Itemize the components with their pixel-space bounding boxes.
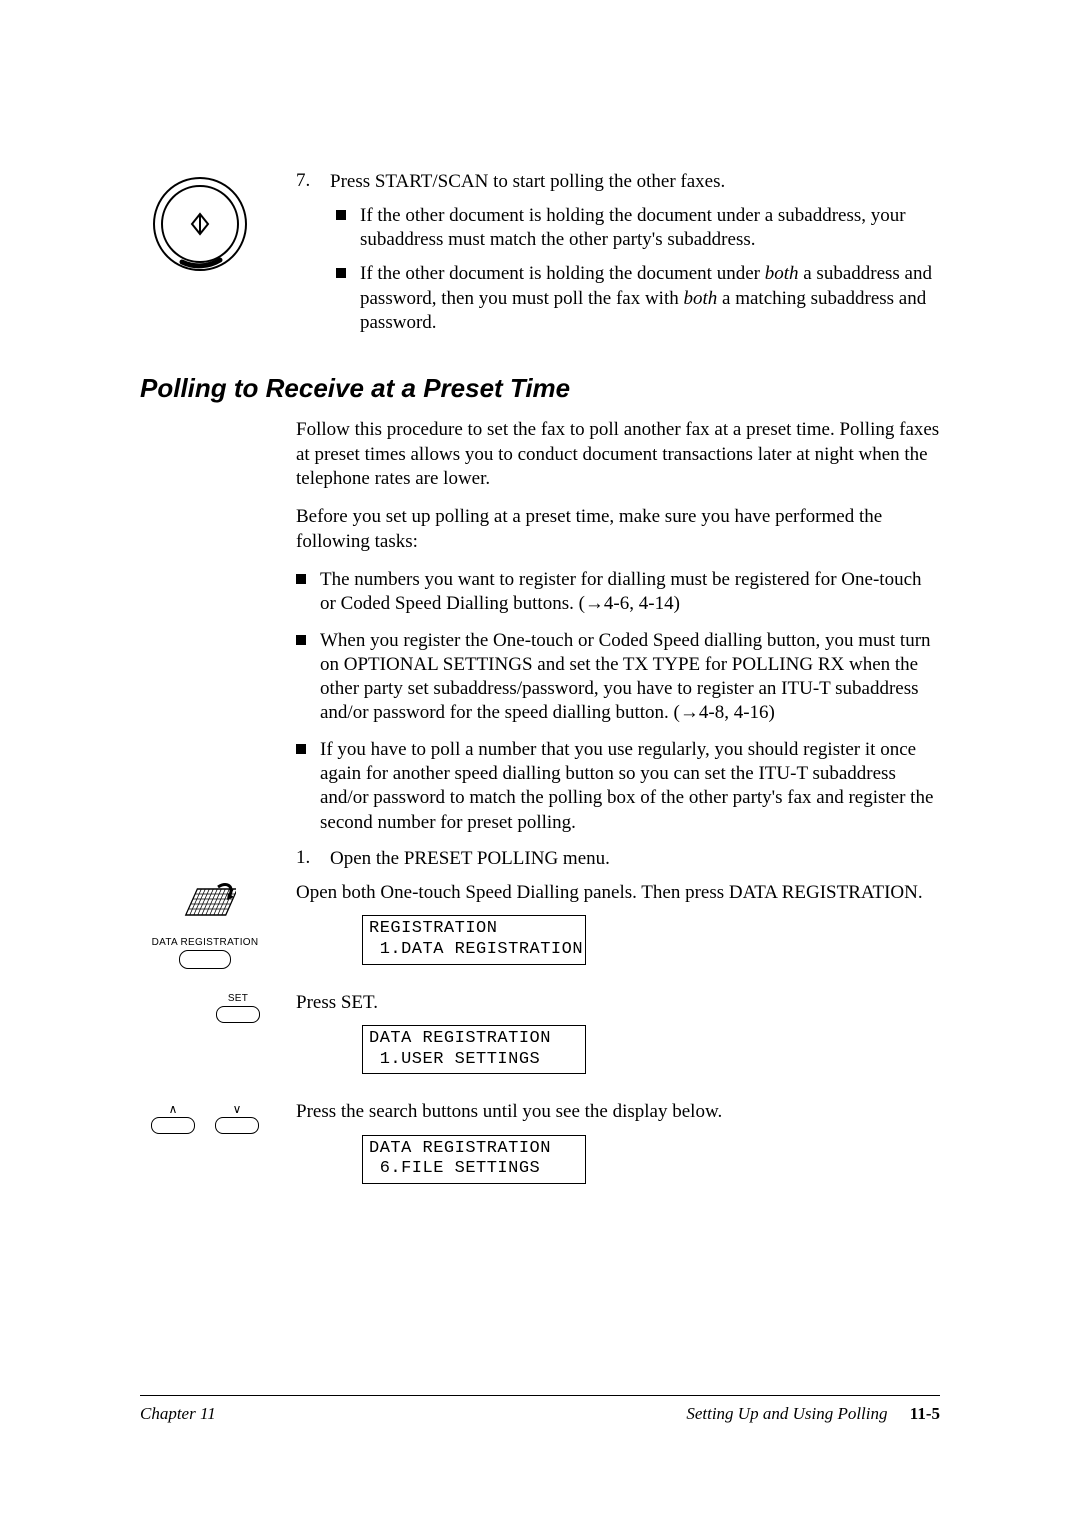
page: 7. Press START/SCAN to start polling the… (0, 0, 1080, 1528)
footer-title: Setting Up and Using Polling (686, 1404, 887, 1423)
search-buttons-icon-col: ∧ ∨ (140, 1100, 270, 1134)
footer-right-group: Setting Up and Using Polling 11-5 (686, 1404, 940, 1424)
icon-label: DATA REGISTRATION (152, 937, 259, 948)
step-7-text: 7. Press START/SCAN to start polling the… (296, 170, 940, 345)
square-bullet-icon (296, 744, 306, 754)
substep-set: SET Press SET. DATA REGISTRATION 1.USER … (140, 991, 940, 1083)
emphasis: both (765, 263, 799, 284)
data-registration-button-icon (179, 950, 231, 969)
lcd-display: DATA REGISTRATION 1.USER SETTINGS (362, 1025, 586, 1074)
square-bullet-icon (336, 210, 346, 220)
substep-data-registration: DATA REGISTRATION Open both One-touch Sp… (140, 881, 940, 973)
substep-body: Open both One-touch Speed Dialling panel… (296, 881, 940, 973)
list-item: 7. Press START/SCAN to start polling the… (296, 170, 940, 194)
speed-dial-panel-icon (174, 883, 236, 933)
bullet-text: The numbers you want to register for dia… (320, 568, 940, 617)
up-arrow-label: ∧ (169, 1102, 178, 1116)
step-text: Open the PRESET POLLING menu. (330, 847, 940, 871)
bullet-text: When you register the One-touch or Coded… (320, 629, 940, 726)
text-span: If the other document is holding the doc… (360, 263, 765, 284)
up-button-icon (151, 1117, 195, 1134)
list-item: If the other document is holding the doc… (336, 262, 940, 335)
substep-body: Press the search buttons until you see t… (296, 1100, 940, 1192)
list-item: 1. Open the PRESET POLLING menu. (296, 847, 940, 871)
paragraph: Press the search buttons until you see t… (296, 1100, 940, 1124)
lcd-display: REGISTRATION 1.DATA REGISTRATION (362, 915, 586, 964)
step-number: 1. (296, 847, 316, 871)
footer-rule (140, 1395, 940, 1396)
list-item: The numbers you want to register for dia… (296, 568, 940, 617)
list-item: If you have to poll a number that you us… (296, 738, 940, 835)
down-arrow-label: ∨ (233, 1102, 242, 1116)
paragraph: Press SET. (296, 991, 940, 1015)
square-bullet-icon (336, 268, 346, 278)
square-bullet-icon (296, 635, 306, 645)
set-button-icon (216, 1006, 260, 1023)
prereq-list: The numbers you want to register for dia… (296, 568, 940, 835)
paragraph: Before you set up polling at a preset ti… (296, 505, 940, 554)
square-bullet-icon (296, 574, 306, 584)
data-registration-icon-col: DATA REGISTRATION (140, 881, 270, 969)
lcd-display: DATA REGISTRATION 6.FILE SETTINGS (362, 1135, 586, 1184)
substep-search: ∧ ∨ Press the search buttons until you s… (140, 1100, 940, 1192)
footer-chapter: Chapter 11 (140, 1404, 216, 1424)
section-heading: Polling to Receive at a Preset Time (140, 373, 940, 404)
section-body: Follow this procedure to set the fax to … (296, 418, 940, 870)
start-scan-icon-col (140, 170, 260, 274)
paragraph: Follow this procedure to set the fax to … (296, 418, 940, 491)
footer-page-number: 11-5 (910, 1404, 940, 1423)
page-footer: Chapter 11 Setting Up and Using Polling … (140, 1404, 940, 1424)
list-item: If the other document is holding the doc… (336, 204, 940, 253)
step-text: Press START/SCAN to start polling the ot… (330, 170, 940, 194)
bullet-text: If the other document is holding the doc… (360, 262, 940, 335)
start-scan-icon (150, 174, 250, 274)
down-button-icon (215, 1117, 259, 1134)
step-7-bullets: If the other document is holding the doc… (336, 204, 940, 336)
substep-body: Press SET. DATA REGISTRATION 1.USER SETT… (296, 991, 940, 1083)
set-icon-col: SET (140, 991, 270, 1023)
bullet-text: If you have to poll a number that you us… (320, 738, 940, 835)
list-item: When you register the One-touch or Coded… (296, 629, 940, 726)
emphasis: both (684, 288, 718, 309)
bullet-text: If the other document is holding the doc… (360, 204, 940, 253)
icon-label: SET (228, 993, 248, 1004)
paragraph: Open both One-touch Speed Dialling panel… (296, 881, 940, 905)
step-number: 7. (296, 170, 316, 194)
step-7-block: 7. Press START/SCAN to start polling the… (140, 170, 940, 345)
